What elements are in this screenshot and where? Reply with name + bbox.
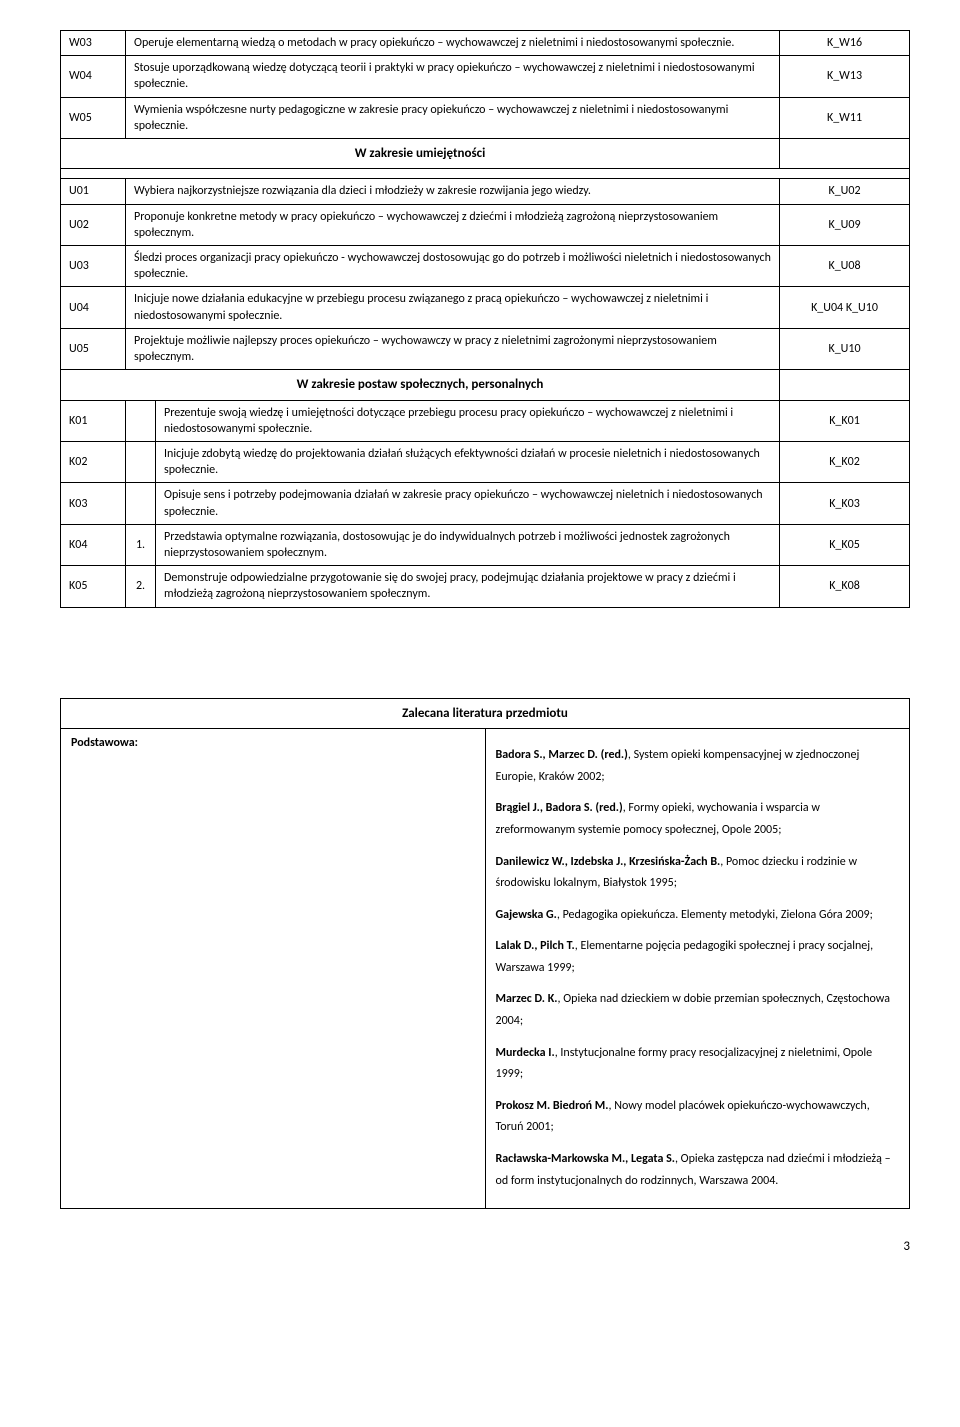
row-code: W04 <box>61 56 126 97</box>
row-desc: Przedstawia optymalne rozwiązania, dosto… <box>156 524 780 565</box>
table-row: W03Operuje elementarną wiedzą o metodach… <box>61 31 910 56</box>
table-row: K02 Inicjuje zdobytą wiedzę do projektowa… <box>61 442 910 483</box>
row-desc: Inicjuje zdobytą wiedzę do projektowania… <box>156 442 780 483</box>
row-k: K_U10 <box>780 328 910 369</box>
literature-header-row: Zalecana literatura przedmiotu <box>61 698 910 729</box>
row-code: U01 <box>61 179 126 204</box>
row-desc: Śledzi proces organizacji pracy opiekuńc… <box>126 246 780 287</box>
table-row: K01 Prezentuje swoją wiedzę i umiejętnośc… <box>61 400 910 441</box>
row-desc: Stosuje uporządkowaną wiedzę dotyczącą t… <box>126 56 780 97</box>
row-subcode <box>126 483 156 524</box>
literature-item: Gajewska G., Pedagogika opiekuńcza. Elem… <box>496 905 900 927</box>
row-desc: Operuje elementarną wiedzą o metodach w … <box>126 31 780 56</box>
row-subcode: 2. <box>126 566 156 607</box>
row-code: U05 <box>61 328 126 369</box>
row-code: K01 <box>61 400 126 441</box>
row-subcode: 1. <box>126 524 156 565</box>
outcomes-table: W03Operuje elementarną wiedzą o metodach… <box>60 30 910 608</box>
literature-rest: , Pedagogika opiekuńcza. Elementy metody… <box>557 908 873 922</box>
row-code: W03 <box>61 31 126 56</box>
literature-item: Danilewicz W., Izdebska J., Krzesińska-Ż… <box>496 852 900 895</box>
literature-author: Brągiel J., Badora S. (red.) <box>496 801 623 815</box>
row-desc: Proponuje konkretne metody w pracy opiek… <box>126 204 780 245</box>
section-u-empty <box>780 138 910 169</box>
row-desc: Wymienia współczesne nurty pedagogiczne … <box>126 97 780 138</box>
row-k: K_W16 <box>780 31 910 56</box>
row-desc: Demonstruje odpowiedzialne przygotowanie… <box>156 566 780 607</box>
row-desc: Wybiera najkorzystniejsze rozwiązania dl… <box>126 179 780 204</box>
table-row: K03 Opisuje sens i potrzeby podejmowania … <box>61 483 910 524</box>
literature-table: Zalecana literatura przedmiotu Podstawow… <box>60 698 910 1210</box>
literature-author: Gajewska G. <box>496 908 557 922</box>
row-k: K_W13 <box>780 56 910 97</box>
literature-body: Badora S., Marzec D. (red.), System opie… <box>485 729 910 1209</box>
literature-author: Lalak D., Pilch T. <box>496 939 575 953</box>
table-row: U04Inicjuje nowe działania edukacyjne w … <box>61 287 910 328</box>
table-row: K052.Demonstruje odpowiedzialne przygoto… <box>61 566 910 607</box>
spacer-row <box>61 169 910 179</box>
row-desc: Projektuje możliwie najlepszy proces opi… <box>126 328 780 369</box>
section-u-title: W zakresie umiejętności <box>61 138 780 169</box>
table-row: U03Śledzi proces organizacji pracy opiek… <box>61 246 910 287</box>
row-code: U03 <box>61 246 126 287</box>
literature-item: Murdecka I., Instytucjonalne formy pracy… <box>496 1043 900 1086</box>
table-row: U05Projektuje możliwie najlepszy proces … <box>61 328 910 369</box>
literature-left-label: Podstawowa: <box>61 729 486 1209</box>
table-row: W04Stosuje uporządkowaną wiedzę dotycząc… <box>61 56 910 97</box>
table-row: U02Proponuje konkretne metody w pracy op… <box>61 204 910 245</box>
row-k: K_U02 <box>780 179 910 204</box>
row-k: K_U09 <box>780 204 910 245</box>
row-k: K_K01 <box>780 400 910 441</box>
literature-item: Marzec D. K., Opieka nad dzieckiem w dob… <box>496 989 900 1032</box>
row-k: K_U04 K_U10 <box>780 287 910 328</box>
literature-item: Badora S., Marzec D. (red.), System opie… <box>496 745 900 788</box>
row-subcode <box>126 400 156 441</box>
section-k-title: W zakresie postaw społecznych, personaln… <box>61 370 780 401</box>
row-code: K03 <box>61 483 126 524</box>
row-desc: Prezentuje swoją wiedzę i umiejętności d… <box>156 400 780 441</box>
literature-title: Zalecana literatura przedmiotu <box>61 698 910 729</box>
row-code: W05 <box>61 97 126 138</box>
section-divider-k: W zakresie postaw społecznych, personaln… <box>61 370 910 401</box>
literature-item: Racławska-Markowska M., Legata S., Opiek… <box>496 1149 900 1192</box>
literature-author: Badora S., Marzec D. (red.) <box>496 748 628 762</box>
literature-body-row: Podstawowa: Badora S., Marzec D. (red.),… <box>61 729 910 1209</box>
literature-section: Zalecana literatura przedmiotu Podstawow… <box>60 698 910 1210</box>
row-desc: Opisuje sens i potrzeby podejmowania dzi… <box>156 483 780 524</box>
row-code: K04 <box>61 524 126 565</box>
literature-item: Lalak D., Pilch T., Elementarne pojęcia … <box>496 936 900 979</box>
section-k-empty <box>780 370 910 401</box>
literature-author: Marzec D. K. <box>496 992 558 1006</box>
literature-author: Racławska-Markowska M., Legata S. <box>496 1152 675 1166</box>
row-k: K_K02 <box>780 442 910 483</box>
row-k: K_K05 <box>780 524 910 565</box>
section-divider-u: W zakresie umiejętności <box>61 138 910 169</box>
table-row: W05Wymienia współczesne nurty pedagogicz… <box>61 97 910 138</box>
row-desc: Inicjuje nowe działania edukacyjne w prz… <box>126 287 780 328</box>
table-row: K041.Przedstawia optymalne rozwiązania, … <box>61 524 910 565</box>
row-code: U04 <box>61 287 126 328</box>
literature-author: Prokosz M. Biedroń M. <box>496 1099 609 1113</box>
page-number: 3 <box>60 1239 910 1254</box>
row-k: K_W11 <box>780 97 910 138</box>
row-code: K02 <box>61 442 126 483</box>
literature-author: Murdecka I. <box>496 1046 555 1060</box>
literature-author: Danilewicz W., Izdebska J., Krzesińska-Ż… <box>496 855 721 869</box>
row-code: U02 <box>61 204 126 245</box>
literature-item: Prokosz M. Biedroń M., Nowy model placów… <box>496 1096 900 1139</box>
row-subcode <box>126 442 156 483</box>
row-k: K_U08 <box>780 246 910 287</box>
literature-item: Brągiel J., Badora S. (red.), Formy opie… <box>496 798 900 841</box>
table-row: U01Wybiera najkorzystniejsze rozwiązania… <box>61 179 910 204</box>
row-code: K05 <box>61 566 126 607</box>
row-k: K_K08 <box>780 566 910 607</box>
row-k: K_K03 <box>780 483 910 524</box>
